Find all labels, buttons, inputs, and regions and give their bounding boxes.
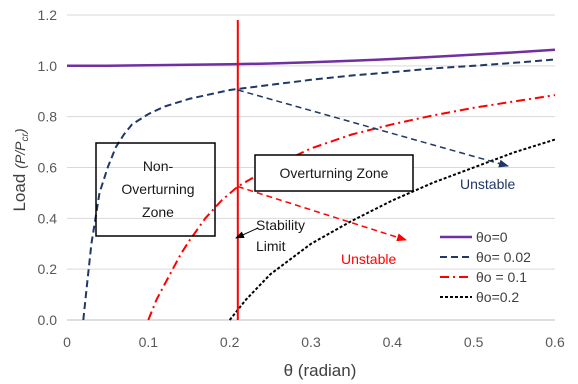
x-tick-label: 0.2	[220, 334, 240, 350]
series-line	[147, 94, 556, 321]
unstable-label-navy: Unstable	[460, 176, 515, 192]
y-tick-label: 0.2	[38, 261, 58, 277]
x-tick-label: 0.3	[301, 334, 321, 350]
overturning-zone-box	[254, 154, 414, 192]
overturning-zone-label: Overturning Zone	[280, 165, 389, 181]
y-tick-label: 0.4	[38, 210, 58, 226]
unstable-arrow-navy	[237, 89, 509, 168]
unstable-label-red: Unstable	[341, 251, 396, 267]
x-tick-label: 0.6	[545, 334, 565, 350]
non-overturning-zone-label: Non-	[143, 158, 174, 174]
non-overturning-zone-box	[95, 142, 216, 237]
svg-text:Load(P/Pcr): Load (P/Pcr)	[10, 128, 31, 211]
series-line	[82, 58, 556, 321]
y-tick-label: 1.2	[38, 7, 58, 23]
stability-limit-label: Limit	[256, 238, 286, 254]
stability-limit-label: Stability	[256, 217, 305, 233]
legend-label: θo= 0.02	[476, 249, 531, 265]
y-tick-label: 0.8	[38, 109, 58, 125]
series-line	[67, 48, 556, 68]
non-overturning-zone-label: Zone	[142, 204, 174, 220]
x-tick-label: 0	[63, 334, 71, 350]
stability-limit-arrow	[235, 227, 259, 239]
y-axis-title-main: Load	[10, 174, 29, 212]
non-overturning-zone-label: Overturning	[121, 181, 194, 197]
x-axis-title: θ (radian)	[284, 361, 357, 380]
y-axis-title-close: )	[12, 128, 28, 135]
y-tick-label: 0.6	[38, 160, 58, 176]
x-tick-label: 0.1	[139, 334, 159, 350]
x-tick-label: 0.4	[383, 334, 403, 350]
legend-label: θo=0.2	[476, 289, 519, 305]
annotations: Non- Overturning Zone Overturning Zone Stabi…	[95, 20, 515, 320]
legend-label: θo = 0.1	[476, 269, 527, 285]
legend-label: θo=0	[476, 229, 508, 245]
legend: θo=0 θo= 0.02 θo = 0.1 θo=0.2	[440, 229, 531, 305]
y-tick-label: 1.0	[38, 58, 58, 74]
x-tick-label: 0.5	[464, 334, 484, 350]
y-axis-title-sub: cr	[20, 132, 31, 141]
series-line	[228, 138, 556, 321]
series-lines	[67, 48, 556, 321]
tick-labels: 0.0 0.2 0.4 0.6 0.8 1.0 1.2 0 0.1 0.2 0.3 0.4 0.5 0.6	[38, 7, 565, 350]
y-tick-label: 0.0	[38, 312, 58, 328]
y-axis-title: Load (P/Pcr)	[10, 128, 31, 211]
y-axis-title-unit: (P/P	[12, 141, 28, 169]
